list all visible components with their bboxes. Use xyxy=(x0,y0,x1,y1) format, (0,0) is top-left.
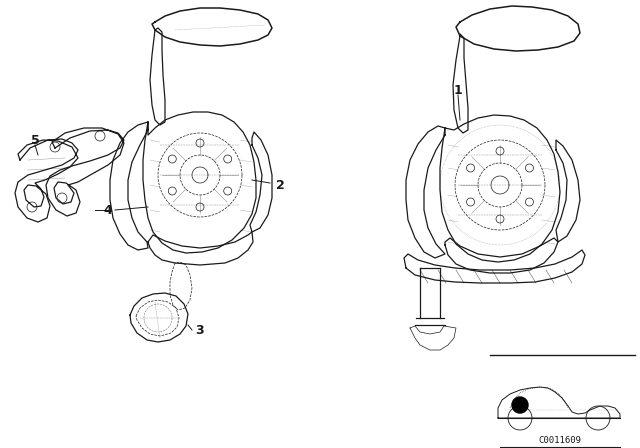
Text: 5: 5 xyxy=(31,134,40,146)
Circle shape xyxy=(512,397,528,413)
Text: 3: 3 xyxy=(196,323,204,336)
Text: 1: 1 xyxy=(454,83,462,96)
Text: 4: 4 xyxy=(104,203,113,216)
Text: 2: 2 xyxy=(276,178,284,191)
Text: C0011609: C0011609 xyxy=(538,435,582,444)
